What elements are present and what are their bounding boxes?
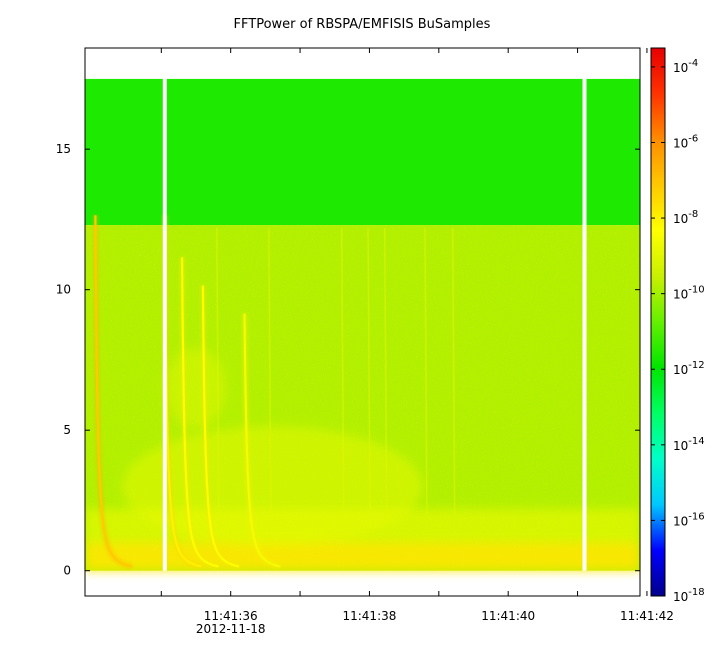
x-tick-label: 11:41:38 xyxy=(342,609,396,623)
x-tick-label: 11:41:36 xyxy=(204,609,258,623)
plot-frame xyxy=(84,47,641,597)
y-tick-label: 5 xyxy=(63,423,71,437)
x-tick-label: 11:41:40 xyxy=(481,609,535,623)
colorbar-tick-label: 10-4 xyxy=(673,58,698,75)
power-region xyxy=(85,78,640,226)
colorbar-tick-label: 10-12 xyxy=(673,360,705,377)
colorbar-scale xyxy=(650,47,666,597)
colorbar-tick-label: 10-14 xyxy=(673,436,705,453)
colorbar-tick-label: 10-10 xyxy=(673,285,705,302)
whistler-line xyxy=(181,257,219,568)
whistler-trace xyxy=(179,257,220,570)
plot-area xyxy=(85,78,640,571)
data-gap xyxy=(162,78,167,571)
vertical-streak xyxy=(268,227,272,515)
x-tick-label: 11:41:42 xyxy=(620,609,674,623)
x-date-label: 2012-11-18 xyxy=(196,622,266,636)
colorbar: 10-4 10-6 10-8 10-10 10-12 10-14 10-16 10-18 xyxy=(650,47,705,604)
whistler-trace xyxy=(92,215,133,570)
y-tick-label: 10 xyxy=(56,283,71,297)
vertical-streak xyxy=(367,227,371,515)
data-gap xyxy=(582,78,587,571)
colorbar-tick-label: 10-18 xyxy=(673,587,705,604)
colorbar-tick-label: 10-16 xyxy=(673,511,705,528)
vertical-streak xyxy=(216,227,220,515)
noise-speckle xyxy=(85,225,640,571)
y-tick-label: 15 xyxy=(56,142,71,156)
y-tick-label: 0 xyxy=(63,564,71,578)
vertical-streak xyxy=(340,227,345,515)
whistler-trace xyxy=(199,285,240,570)
colorbar-tick-label: 10-6 xyxy=(673,133,698,150)
whistler-line xyxy=(201,285,240,568)
chart-title: FFTPower of RBSPA/EMFISIS BuSamples xyxy=(233,17,491,32)
whistler-trace xyxy=(241,313,281,570)
vertical-streak xyxy=(424,227,428,515)
vertical-streak xyxy=(383,227,388,515)
colorbar-tick-label: 10-8 xyxy=(673,209,698,226)
vertical-streak xyxy=(451,227,456,515)
whistler-line xyxy=(243,313,281,568)
whistler-line xyxy=(94,215,133,568)
